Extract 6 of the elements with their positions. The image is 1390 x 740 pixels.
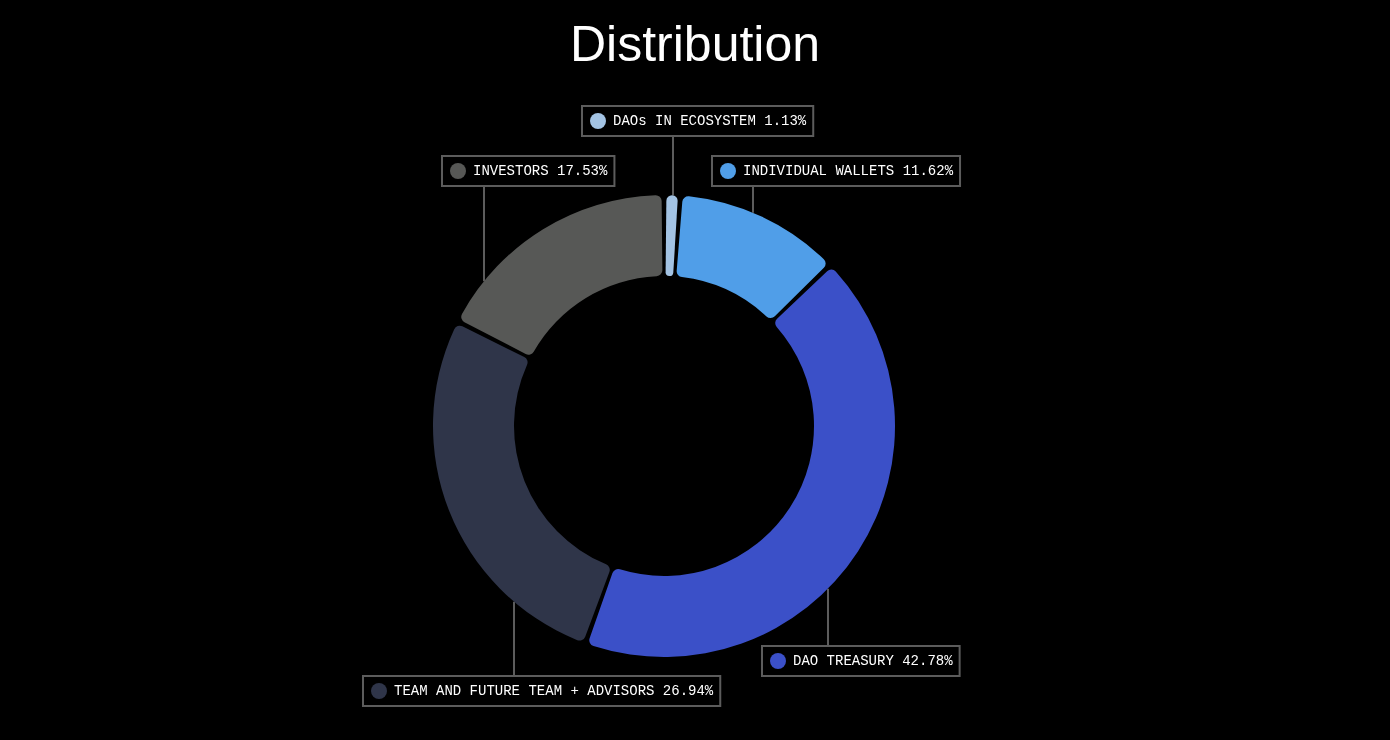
legend-label: INVESTORS 17.53% [473,163,609,179]
chart-title: Distribution [569,16,821,72]
legend-label: TEAM AND FUTURE TEAM + ADVISORS 26.94% [394,683,714,699]
legend-label: DAO TREASURY 42.78% [793,653,954,669]
legend-label: INDIVIDUAL WALLETS 11.62% [743,163,954,179]
legend-label: DAOs IN ECOSYSTEM 1.13% [613,113,807,129]
